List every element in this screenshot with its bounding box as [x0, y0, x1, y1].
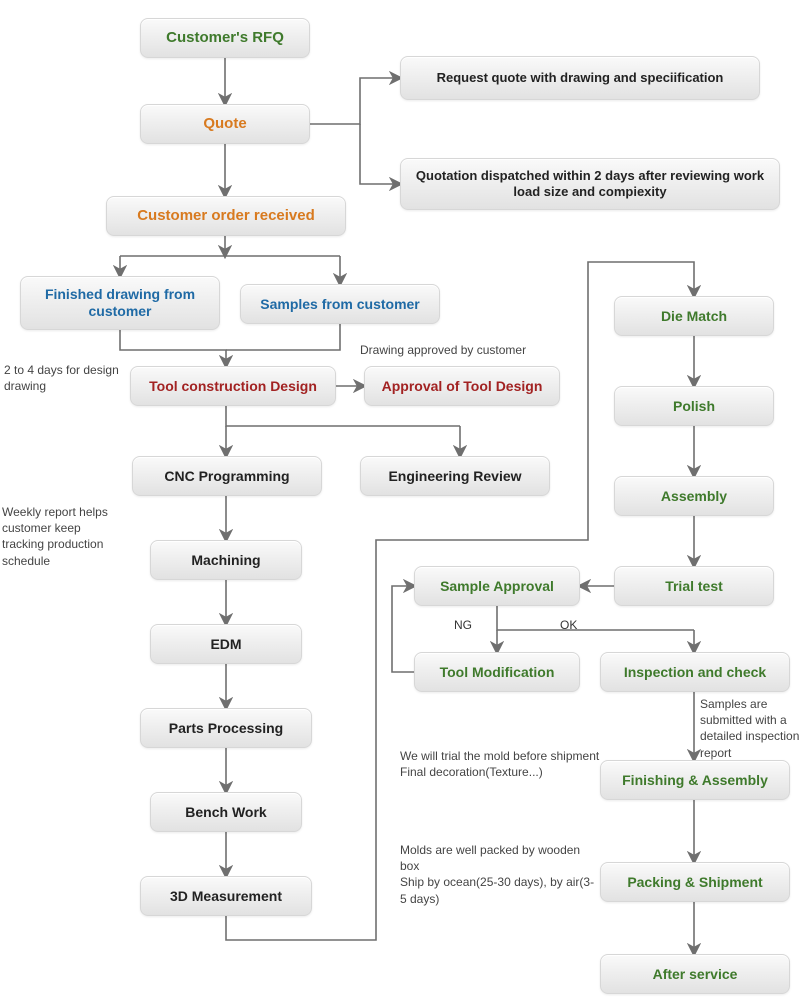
node-finishing: Finishing & Assembly — [600, 760, 790, 800]
node-quote_r1: Request quote with drawing and speciific… — [400, 56, 760, 100]
node-trial: Trial test — [614, 566, 774, 606]
node-machining: Machining — [150, 540, 302, 580]
node-tool_mod: Tool Modification — [414, 652, 580, 692]
node-after: After service — [600, 954, 790, 994]
edge-label-ng: NG — [454, 618, 472, 632]
node-packing: Packing & Shipment — [600, 862, 790, 902]
node-cnc: CNC Programming — [132, 456, 322, 496]
node-die_match: Die Match — [614, 296, 774, 336]
annotation-a_pack_note: Molds are well packed by wooden box Ship… — [400, 842, 600, 907]
node-eng_review: Engineering Review — [360, 456, 550, 496]
node-fin_draw: Finished drawing from customer — [20, 276, 220, 330]
annotation-a_weekly: Weekly report helps customer keep tracki… — [2, 504, 122, 569]
node-polish: Polish — [614, 386, 774, 426]
node-tool_design: Tool construction Design — [130, 366, 336, 406]
edge-8 — [120, 330, 226, 366]
edge-27 — [392, 586, 414, 672]
node-sample_appr: Sample Approval — [414, 566, 580, 606]
edge-3 — [360, 124, 400, 184]
node-samples: Samples from customer — [240, 284, 440, 324]
node-assembly: Assembly — [614, 476, 774, 516]
annotation-a_trial_note: We will trial the mold before shipment F… — [400, 748, 600, 780]
node-measure: 3D Measurement — [140, 876, 312, 916]
annotation-a_drawing_app: Drawing approved by customer — [360, 342, 580, 358]
node-approval: Approval of Tool Design — [364, 366, 560, 406]
node-rfq: Customer's RFQ — [140, 18, 310, 58]
node-bench: Bench Work — [150, 792, 302, 832]
node-inspection: Inspection and check — [600, 652, 790, 692]
edge-11 — [226, 406, 460, 426]
edge-24 — [497, 606, 694, 630]
edge-label-ok: OK — [560, 618, 577, 632]
annotation-a_ins_note: Samples are submitted with a detailed in… — [700, 696, 800, 761]
node-quote_r2: Quotation dispatched within 2 days after… — [400, 158, 780, 210]
node-edm: EDM — [150, 624, 302, 664]
node-order: Customer order received — [106, 196, 346, 236]
edge-2 — [310, 78, 400, 124]
node-quote: Quote — [140, 104, 310, 144]
node-parts: Parts Processing — [140, 708, 312, 748]
annotation-a_draw_days: 2 to 4 days for design drawing — [4, 362, 124, 394]
edge-9 — [226, 324, 340, 350]
